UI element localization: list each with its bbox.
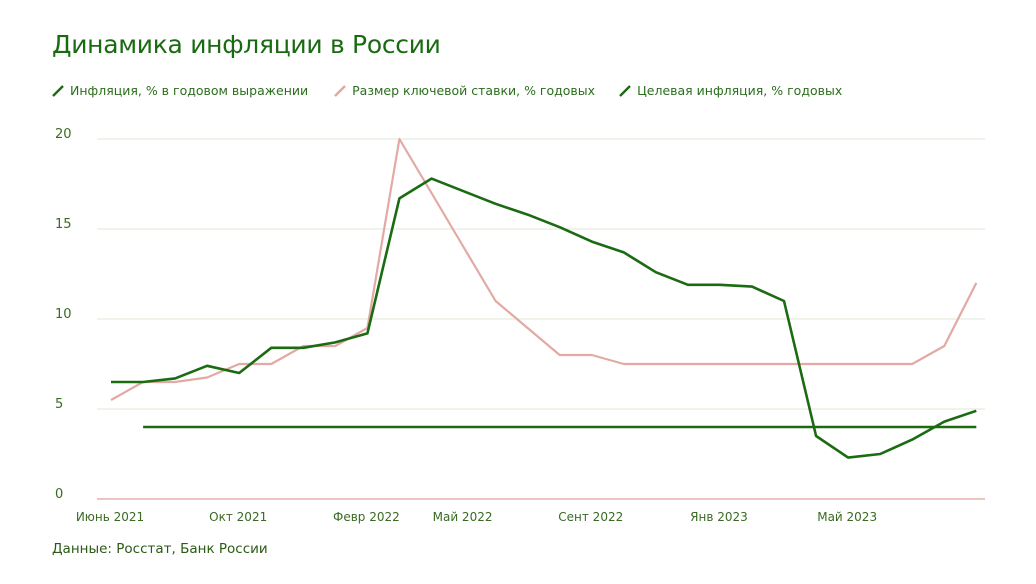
x-tick-label: Май 2023 bbox=[817, 510, 877, 524]
x-tick-label: Сент 2022 bbox=[558, 510, 623, 524]
y-tick-label: 0 bbox=[55, 487, 63, 502]
x-tick-label: Июнь 2021 bbox=[76, 510, 144, 524]
x-tick-label: Янв 2023 bbox=[690, 510, 748, 524]
line-swatch-icon bbox=[619, 84, 631, 97]
legend: Инфляция, % в годовом выражении Размер к… bbox=[52, 83, 842, 98]
legend-item-key-rate: Размер ключевой ставки, % годовых bbox=[334, 83, 595, 98]
data-source-note: Данные: Росстат, Банк России bbox=[52, 541, 268, 557]
legend-item-inflation: Инфляция, % в годовом выражении bbox=[52, 83, 308, 98]
x-tick-label: Май 2022 bbox=[433, 510, 493, 524]
y-tick-label: 10 bbox=[55, 307, 72, 322]
line-swatch-icon bbox=[334, 84, 346, 97]
chart-title: Динамика инфляции в России bbox=[52, 30, 441, 59]
legend-label: Размер ключевой ставки, % годовых bbox=[352, 83, 596, 98]
legend-item-target: Целевая инфляция, % годовых bbox=[619, 83, 842, 98]
y-tick-label: 20 bbox=[55, 127, 72, 142]
y-tick-label: 15 bbox=[55, 217, 72, 232]
line-swatch-icon bbox=[52, 84, 64, 97]
x-tick-label: Окт 2021 bbox=[209, 510, 267, 524]
series-line-0 bbox=[111, 177, 977, 459]
y-tick-label: 5 bbox=[55, 397, 63, 412]
x-tick-label: Февр 2022 bbox=[333, 510, 400, 524]
legend-label: Инфляция, % в годовом выражении bbox=[70, 83, 309, 98]
legend-label: Целевая инфляция, % годовых bbox=[637, 83, 843, 98]
series-line-1 bbox=[110, 137, 978, 401]
